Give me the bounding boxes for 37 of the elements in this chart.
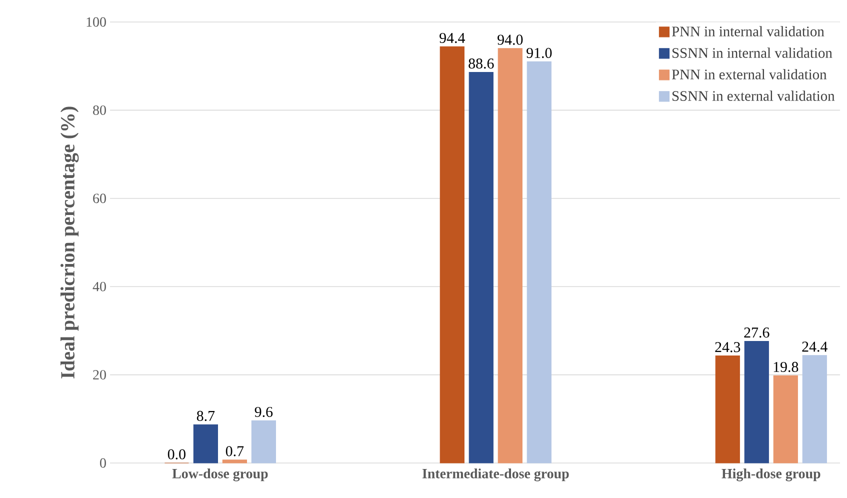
bar xyxy=(773,375,798,464)
data-label: 94.0 xyxy=(498,34,523,45)
data-label: 94.4 xyxy=(440,32,466,44)
bar xyxy=(440,46,464,464)
data-label: 19.8 xyxy=(774,362,798,372)
y-tick-label: 60 xyxy=(93,194,106,204)
data-label: 88.6 xyxy=(468,58,494,69)
bar xyxy=(193,424,218,464)
x-tick-label: High-dose group xyxy=(722,468,820,482)
bar xyxy=(498,48,522,464)
bar xyxy=(468,72,494,464)
x-tick-label: Low-dose group xyxy=(172,468,268,482)
bar xyxy=(222,460,247,464)
y-tick-label: 40 xyxy=(92,282,106,292)
y-tick-label: 100 xyxy=(86,17,106,27)
data-label: 0.7 xyxy=(226,446,244,456)
y-tick-label: 0 xyxy=(100,458,106,468)
y-axis-title: Ideal predicrion percentage (%) xyxy=(60,106,79,378)
bar xyxy=(526,61,552,464)
legend-label: PNN in external validation xyxy=(672,69,827,80)
x-tick-label: Intermediate-dose group xyxy=(422,468,569,482)
bar xyxy=(251,420,276,464)
legend-label: PNN in internal validation xyxy=(672,26,824,36)
data-label: 27.6 xyxy=(744,328,770,338)
legend-label: SSNN in external validation xyxy=(672,90,835,101)
data-label: 24.4 xyxy=(802,342,828,352)
y-tick-label: 20 xyxy=(93,370,106,380)
bar xyxy=(715,356,740,464)
data-label: 24.3 xyxy=(715,342,740,352)
y-tick-label: 80 xyxy=(93,105,106,115)
data-label: 9.6 xyxy=(254,406,273,418)
data-label: 91.0 xyxy=(526,48,552,58)
legend-label: SSNN in internal validation xyxy=(672,48,832,58)
data-label: 8.7 xyxy=(196,410,215,422)
data-label: 0.0 xyxy=(168,449,186,460)
bar xyxy=(744,340,769,464)
bar xyxy=(802,355,827,464)
